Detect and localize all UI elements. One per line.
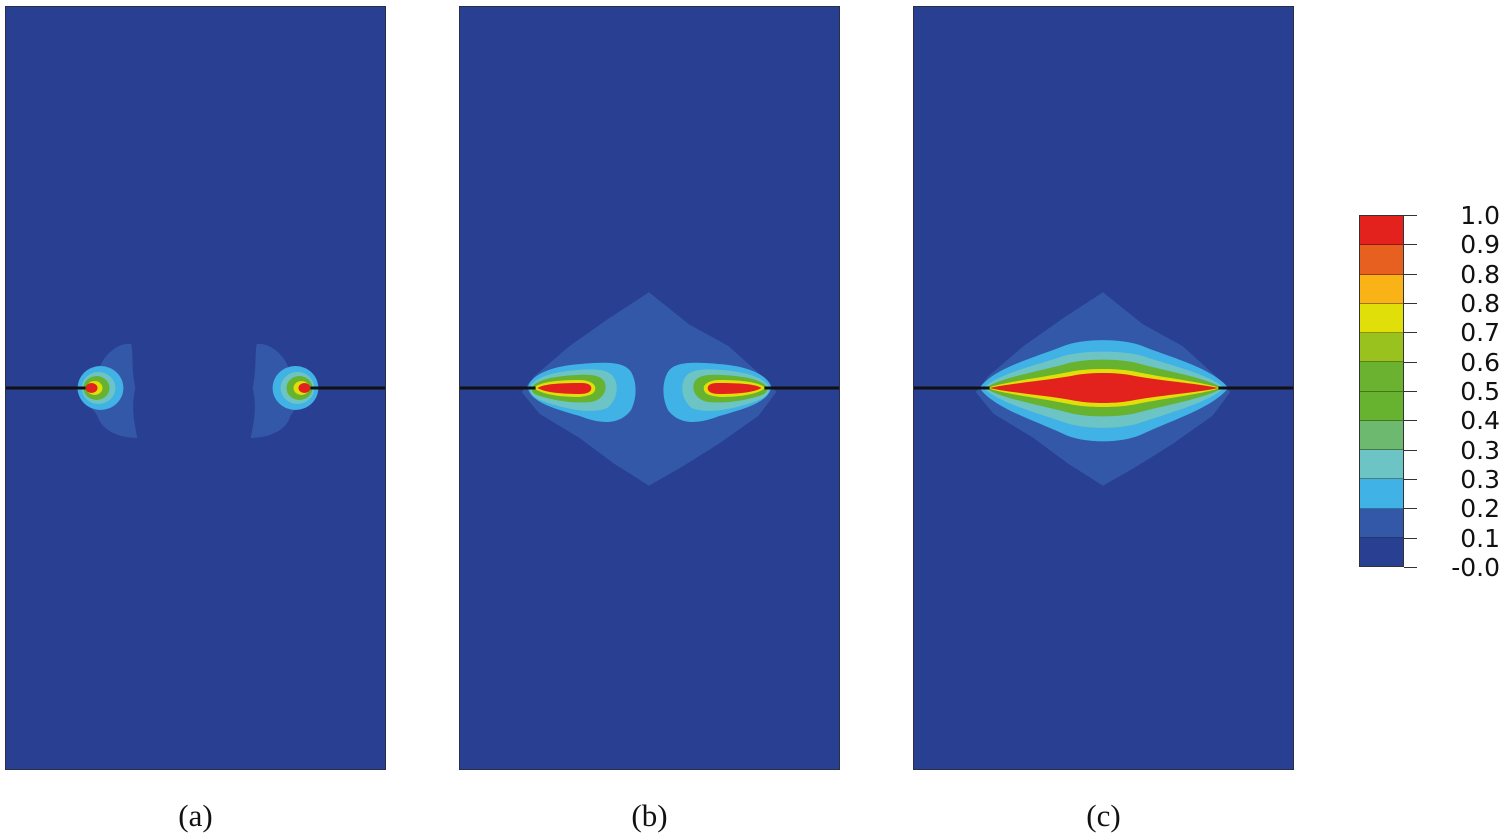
colorbar-band xyxy=(1360,420,1403,450)
colorbar-band xyxy=(1360,216,1403,246)
colorbar-band xyxy=(1360,362,1403,392)
colorbar-tick xyxy=(1404,508,1417,509)
colorbar-tick xyxy=(1404,274,1417,275)
panel-b-contour xyxy=(459,6,840,770)
colorbar-label: 0.3 xyxy=(1460,436,1500,465)
colorbar-tick xyxy=(1404,362,1417,363)
colorbar-tick xyxy=(1404,450,1417,451)
colorbar-band xyxy=(1360,333,1403,363)
colorbar-band xyxy=(1360,245,1403,275)
colorbar-tick xyxy=(1404,538,1417,539)
colorbar-label: 0.8 xyxy=(1460,289,1500,318)
colorbar-band xyxy=(1360,479,1403,509)
colorbar-band xyxy=(1360,537,1403,566)
colorbar-band xyxy=(1360,391,1403,421)
colorbar-band xyxy=(1360,450,1403,480)
panel-a-field xyxy=(6,343,385,438)
colorbar-band xyxy=(1360,508,1403,538)
panel-a-contour xyxy=(5,6,386,770)
colorbar-label: 0.5 xyxy=(1460,377,1500,406)
colorbar-label: 0.4 xyxy=(1460,406,1500,435)
colorbar-tick xyxy=(1404,332,1417,333)
colorbar-tick xyxy=(1404,244,1417,245)
panel-a-label: (a) xyxy=(178,798,213,833)
colorbar-label: 0.1 xyxy=(1460,524,1500,553)
colorbar-label: 0.2 xyxy=(1460,494,1500,523)
panel-c-field xyxy=(914,292,1293,486)
colorbar-tick xyxy=(1404,303,1417,304)
colorbar-band xyxy=(1360,274,1403,304)
colorbar-label: 0.3 xyxy=(1460,465,1500,494)
panel-c-contour xyxy=(913,6,1294,770)
panel-b-field xyxy=(460,292,839,486)
colorbar-tick xyxy=(1404,567,1417,568)
colorbar-label: 0.8 xyxy=(1460,260,1500,289)
colorbar-label: -0.0 xyxy=(1451,553,1500,582)
colorbar-band xyxy=(1360,303,1403,333)
colorbar-tick xyxy=(1404,215,1417,216)
panel-b-label: (b) xyxy=(631,798,668,833)
colorbar-label: 1.0 xyxy=(1460,201,1500,230)
colorbar-tick xyxy=(1404,391,1417,392)
colorbar-tick xyxy=(1404,479,1417,480)
colorbar-label: 0.9 xyxy=(1460,230,1500,259)
colorbar-label: 0.7 xyxy=(1460,318,1500,347)
panel-c-label: (c) xyxy=(1086,798,1121,833)
colorbar-label: 0.6 xyxy=(1460,348,1500,377)
colorbar-legend xyxy=(1359,215,1404,567)
colorbar-tick xyxy=(1404,420,1417,421)
